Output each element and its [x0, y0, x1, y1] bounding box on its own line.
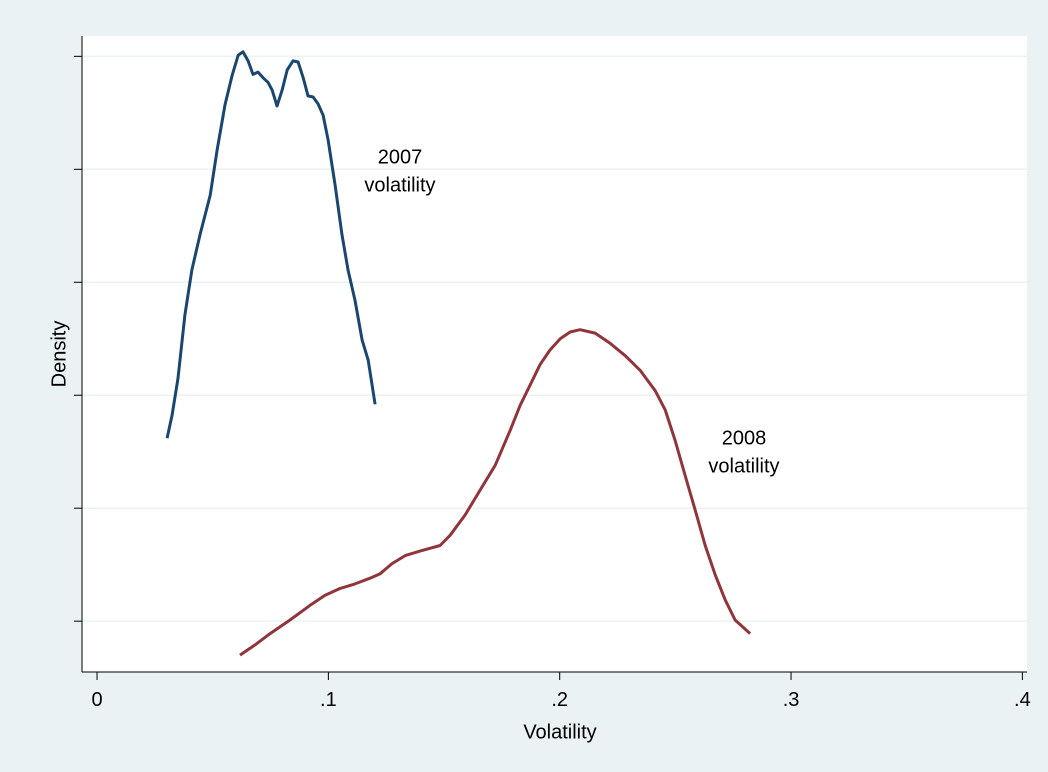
x-tick-label: .4 [1014, 689, 1031, 711]
annotation: volatility [708, 455, 779, 477]
x-tick-label: .1 [320, 689, 337, 711]
x-axis-label: Volatility [523, 721, 596, 743]
y-axis-label: Density [48, 321, 70, 388]
annotation: 2007 [378, 146, 423, 168]
x-tick-label: .3 [783, 689, 800, 711]
density-line [165, 50, 377, 439]
annotation: volatility [364, 174, 435, 196]
x-tick-label: 0 [91, 689, 102, 711]
annotation: 2008 [722, 427, 767, 449]
x-tick-label: .2 [551, 689, 568, 711]
density-line [239, 328, 752, 657]
plot-region [82, 36, 1027, 672]
